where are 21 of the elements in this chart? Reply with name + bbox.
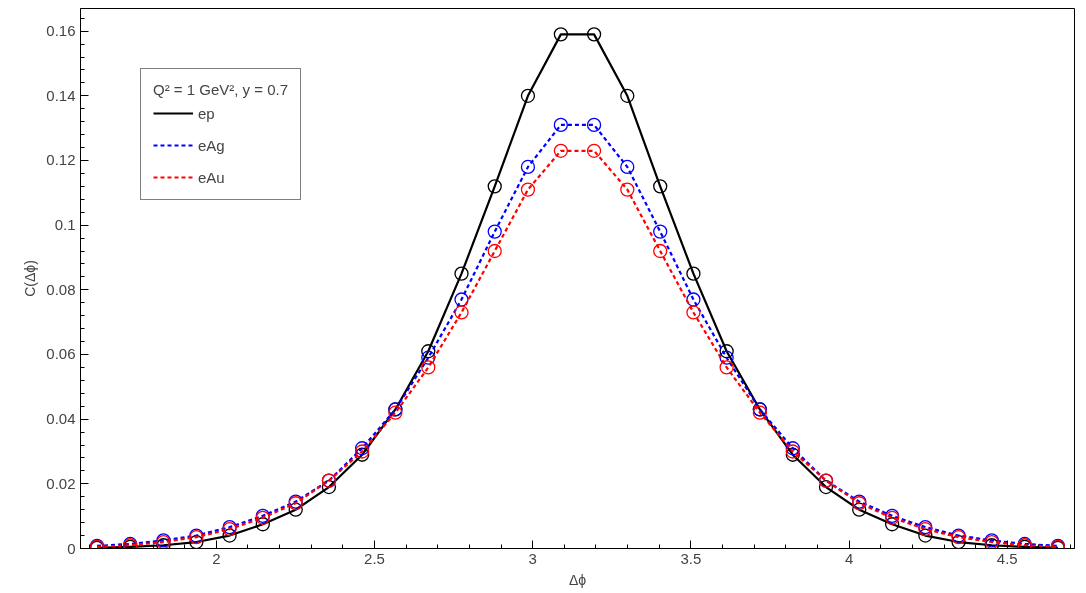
y-tick-label: 0: [67, 539, 76, 557]
y-tick-label: 0.1: [54, 216, 76, 234]
x-tick-label: 3.5: [680, 549, 702, 567]
legend-label: ep: [198, 104, 216, 122]
x-tick-label: 2: [212, 549, 221, 567]
legend-label: eAg: [198, 136, 225, 154]
y-tick-label: 0.02: [46, 474, 76, 492]
legend-label: eAu: [198, 168, 225, 186]
x-tick-label: 3: [528, 549, 537, 567]
x-tick-label: 4: [844, 549, 854, 567]
y-tick-label: 0.06: [46, 345, 76, 363]
y-tick-label: 0.16: [46, 22, 76, 40]
x-tick-label: 2.5: [364, 549, 385, 567]
y-tick-label: 0.12: [46, 151, 76, 169]
y-tick-label: 0.04: [46, 410, 76, 428]
y-tick-label: 0.14: [46, 86, 76, 104]
x-axis-title: Δϕ: [568, 571, 587, 588]
y-tick-label: 0.08: [46, 280, 76, 298]
legend-title: Q² = 1 GeV², y = 0.7: [153, 81, 289, 98]
y-axis-title: C(Δϕ): [22, 260, 39, 297]
x-tick-label: 4.5: [996, 549, 1018, 567]
